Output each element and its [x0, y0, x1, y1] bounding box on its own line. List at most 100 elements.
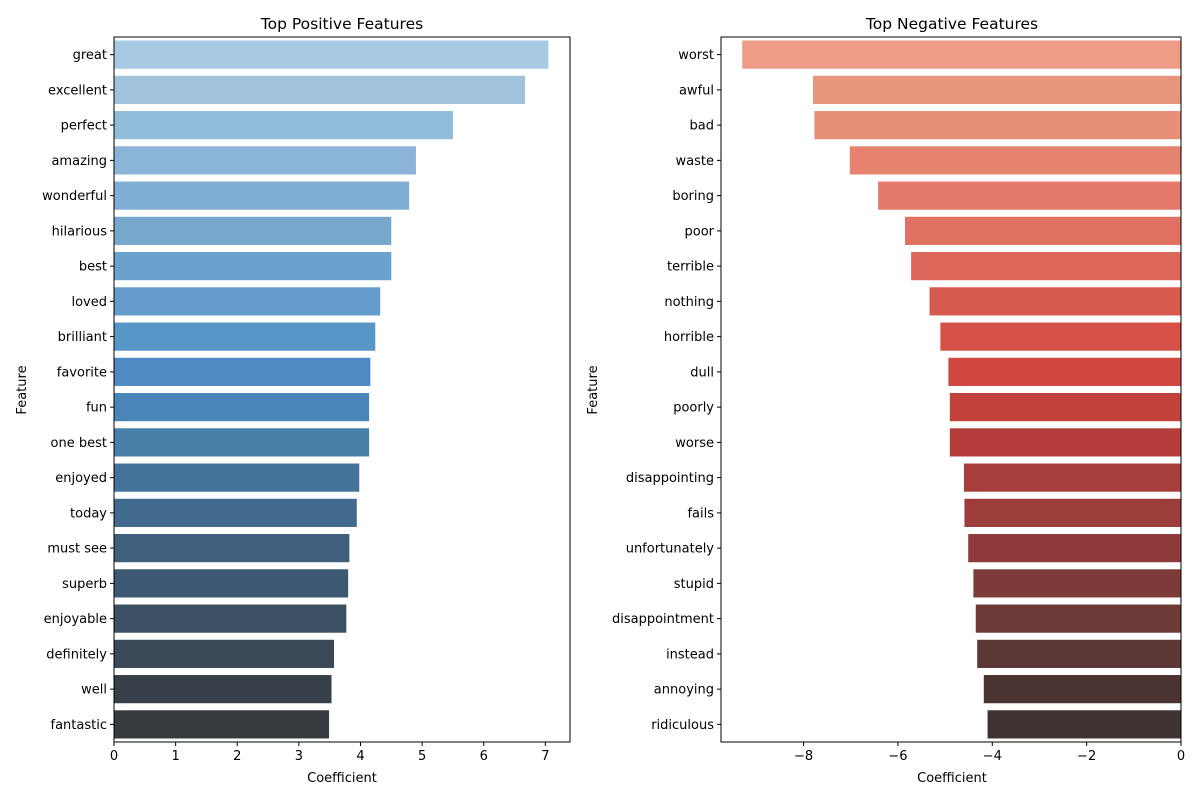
bar-fails	[964, 498, 1181, 527]
bar-terrible	[911, 252, 1181, 281]
y-tick-label: fantastic	[51, 718, 107, 733]
y-tick-label: amazing	[51, 154, 107, 169]
bar-superb	[114, 569, 349, 598]
y-tick-label: nothing	[664, 295, 714, 310]
y-tick-label: great	[73, 48, 107, 63]
y-tick-label: horrible	[664, 330, 714, 345]
y-tick-label: well	[81, 683, 107, 698]
bar-fantastic	[114, 710, 330, 739]
bar-horrible	[940, 322, 1181, 351]
bar-best	[114, 252, 392, 281]
x-axis-label: Coefficient	[917, 771, 987, 786]
y-tick-label: unfortunately	[626, 542, 715, 557]
y-tick-label: awful	[679, 83, 714, 98]
bar-enjoyable	[114, 604, 347, 633]
y-tick-label: loved	[71, 295, 107, 310]
y-tick-label: today	[70, 506, 107, 521]
bar-amazing	[114, 146, 416, 175]
y-tick-label: enjoyed	[55, 471, 107, 486]
bar-disappointing	[963, 463, 1181, 492]
bar-favorite	[114, 357, 371, 386]
y-axis-label: Feature	[586, 365, 601, 414]
bar-dull	[948, 357, 1181, 386]
bar-definitely	[114, 639, 334, 668]
x-tick-label: −2	[1077, 749, 1096, 764]
x-tick-label: 4	[356, 749, 364, 764]
bar-unfortunately	[968, 534, 1181, 563]
y-tick-label: favorite	[57, 365, 107, 380]
bar-disappointment	[975, 604, 1181, 633]
bar-bad	[814, 111, 1181, 140]
negative-features-chart: Top Negative Features Coefficient Featur…	[586, 15, 1185, 786]
plot-frame	[113, 36, 571, 743]
bar-waste	[849, 146, 1181, 175]
y-tick-label: poor	[684, 224, 714, 239]
bar-great	[114, 40, 549, 69]
y-tick-label: enjoyable	[44, 612, 107, 627]
y-tick-label: superb	[62, 577, 107, 592]
x-axis-label: Coefficient	[307, 771, 377, 786]
y-tick-label: bad	[690, 119, 714, 134]
y-tick-label: one best	[51, 436, 107, 451]
bar-poorly	[949, 393, 1181, 422]
y-tick-label: dull	[690, 365, 714, 380]
bar-boring	[878, 181, 1181, 210]
y-tick-label: boring	[672, 189, 714, 204]
bar-excellent	[114, 75, 526, 104]
bar-enjoyed	[114, 463, 360, 492]
bar-wonderful	[114, 181, 410, 210]
chart-title: Top Negative Features	[865, 15, 1038, 33]
y-tick-label: perfect	[61, 119, 107, 134]
bar-nothing	[929, 287, 1181, 316]
y-tick-label: brilliant	[58, 330, 107, 345]
bar-ridiculous	[987, 710, 1181, 739]
y-tick-label: ridiculous	[651, 718, 714, 733]
bar-awful	[813, 75, 1181, 104]
bar-loved	[114, 287, 381, 316]
y-tick-label: best	[79, 260, 107, 275]
y-tick-label: excellent	[48, 83, 107, 98]
x-tick-label: −8	[794, 749, 813, 764]
chart-title: Top Positive Features	[260, 15, 423, 33]
plot-frame	[720, 36, 1182, 743]
x-tick-label: 3	[295, 749, 303, 764]
x-tick-label: −6	[888, 749, 907, 764]
y-tick-label: worst	[678, 48, 714, 63]
y-axis-label: Feature	[15, 365, 30, 414]
x-tick-label: 0	[110, 749, 118, 764]
y-tick-label: stupid	[674, 577, 714, 592]
y-tick-label: wonderful	[42, 189, 107, 204]
bar-stupid	[973, 569, 1181, 598]
bar-fun	[114, 393, 370, 422]
y-tick-label: annoying	[654, 683, 714, 698]
y-tick-label: disappointment	[612, 612, 714, 627]
x-tick-label: 7	[541, 749, 549, 764]
bar-hilarious	[114, 216, 392, 245]
y-tick-label: poorly	[673, 401, 714, 416]
y-tick-label: must see	[47, 542, 107, 557]
bar-brilliant	[114, 322, 376, 351]
y-tick-label: fun	[86, 401, 107, 416]
x-tick-label: 2	[233, 749, 241, 764]
bar-worse	[949, 428, 1181, 457]
bar-must-see	[114, 534, 350, 563]
bar-well	[114, 675, 332, 704]
x-tick-label: 5	[418, 749, 426, 764]
y-tick-label: disappointing	[626, 471, 714, 486]
x-tick-label: 1	[171, 749, 179, 764]
y-tick-label: worse	[675, 436, 714, 451]
bar-instead	[977, 639, 1181, 668]
bar-worst	[742, 40, 1181, 69]
bar-annoying	[983, 675, 1181, 704]
bar-one-best	[114, 428, 370, 457]
y-tick-label: instead	[666, 647, 714, 662]
x-tick-label: 0	[1177, 749, 1185, 764]
y-tick-label: waste	[676, 154, 714, 169]
y-tick-label: terrible	[667, 260, 714, 275]
x-tick-label: 6	[480, 749, 488, 764]
y-tick-label: hilarious	[52, 224, 108, 239]
bar-perfect	[114, 111, 453, 140]
x-tick-label: −4	[983, 749, 1002, 764]
bar-poor	[905, 216, 1181, 245]
